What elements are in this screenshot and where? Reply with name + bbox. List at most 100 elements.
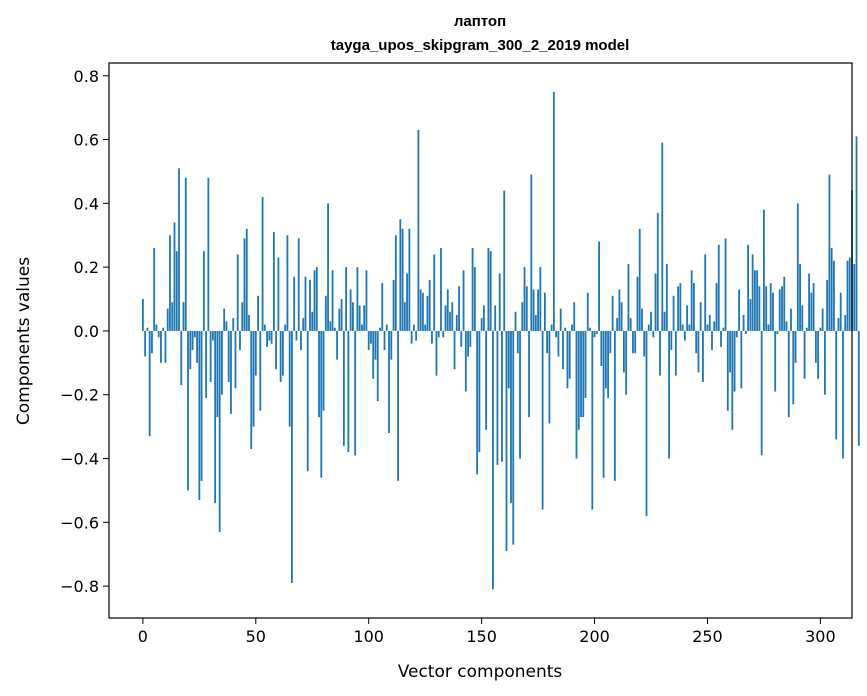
bar-242: [688, 324, 691, 331]
bar-182: [552, 91, 555, 331]
bar-26: [200, 330, 203, 481]
bar-66: [291, 330, 293, 583]
bar-303: [826, 279, 829, 331]
y-tick-label: 0.8: [74, 67, 99, 86]
bar-188: [566, 330, 569, 389]
bar-19: [184, 177, 187, 331]
bar-140: [458, 286, 460, 331]
bar-187: [564, 327, 567, 331]
bar-60: [277, 257, 280, 331]
bar-138: [453, 330, 456, 370]
bar-131: [437, 330, 440, 338]
bar-295: [808, 273, 810, 331]
bar-292: [801, 305, 804, 331]
bar-201: [595, 330, 598, 335]
bar-146: [471, 248, 474, 331]
bar-2: [146, 327, 149, 331]
bar-25: [198, 330, 201, 500]
bar-10: [164, 330, 167, 363]
bar-16: [178, 168, 180, 331]
bar-22: [191, 330, 194, 351]
bar-109: [388, 330, 390, 433]
bar-114: [399, 219, 402, 331]
bar-196: [584, 330, 587, 398]
bar-262: [733, 330, 736, 392]
bar-287: [790, 308, 792, 331]
bar-36: [223, 308, 226, 331]
bar-68: [295, 330, 298, 341]
bar-311: [844, 314, 847, 331]
bar-269: [749, 299, 752, 331]
bar-130: [435, 330, 438, 376]
bar-175: [537, 289, 539, 331]
bar-151: [482, 305, 485, 331]
bar-84: [331, 270, 334, 331]
bar-304: [828, 174, 831, 331]
bar-265: [740, 330, 743, 389]
bar-132: [440, 248, 442, 331]
bar-254: [715, 283, 718, 331]
bar-70: [300, 330, 302, 351]
bar-261: [731, 330, 734, 430]
bar-180: [548, 330, 551, 424]
bar-174: [534, 314, 537, 331]
bar-270: [751, 254, 754, 331]
bar-145: [469, 330, 472, 347]
bar-12: [169, 235, 171, 331]
bar-110: [390, 330, 393, 360]
bar-281: [776, 330, 779, 335]
bar-13: [171, 302, 174, 331]
bar-263: [735, 330, 738, 338]
bar-32: [214, 330, 217, 504]
y-tick-label: −0.6: [60, 513, 99, 532]
bar-181: [550, 324, 553, 331]
bar-279: [772, 292, 774, 331]
bar-302: [824, 330, 826, 395]
bar-213: [623, 330, 625, 373]
bar-11: [166, 308, 169, 331]
bar-231: [663, 311, 666, 331]
bar-220: [638, 228, 641, 331]
bar-64: [286, 235, 289, 331]
plot-frame: [108, 62, 853, 619]
bar-15: [175, 251, 178, 331]
bar-117: [406, 273, 409, 331]
bar-267: [744, 330, 747, 335]
bar-91: [347, 330, 350, 453]
bar-195: [582, 330, 585, 418]
bar-306: [833, 260, 835, 331]
bar-127: [428, 279, 431, 331]
bar-123: [419, 289, 422, 331]
bar-148: [476, 330, 479, 475]
bar-30: [209, 330, 212, 382]
bar-204: [602, 330, 605, 478]
bar-50: [254, 330, 257, 376]
bar-102: [372, 330, 375, 379]
bar-257: [722, 327, 725, 331]
bar-99: [365, 270, 368, 331]
bar-274: [760, 330, 763, 456]
bar-143: [464, 330, 467, 392]
bar-226: [652, 330, 655, 338]
bar-294: [805, 327, 808, 331]
chart-title: лаптоп: [454, 13, 506, 30]
bar-313: [848, 257, 851, 331]
bar-158: [498, 273, 501, 331]
bar-82: [327, 203, 329, 331]
bar-191: [573, 302, 576, 331]
bar-282: [778, 289, 781, 331]
bar-255: [717, 244, 720, 331]
bar-40: [232, 318, 235, 331]
bar-225: [650, 311, 652, 331]
bar-291: [799, 263, 801, 331]
bar-120: [412, 324, 415, 331]
bar-69: [297, 238, 300, 331]
bar-209: [613, 330, 616, 481]
bar-159: [501, 330, 503, 462]
bar-42: [236, 254, 239, 331]
bar-63: [284, 324, 287, 331]
bar-108: [385, 324, 388, 331]
bar-112: [394, 235, 397, 331]
bar-186: [562, 330, 564, 370]
bar-129: [433, 254, 436, 331]
